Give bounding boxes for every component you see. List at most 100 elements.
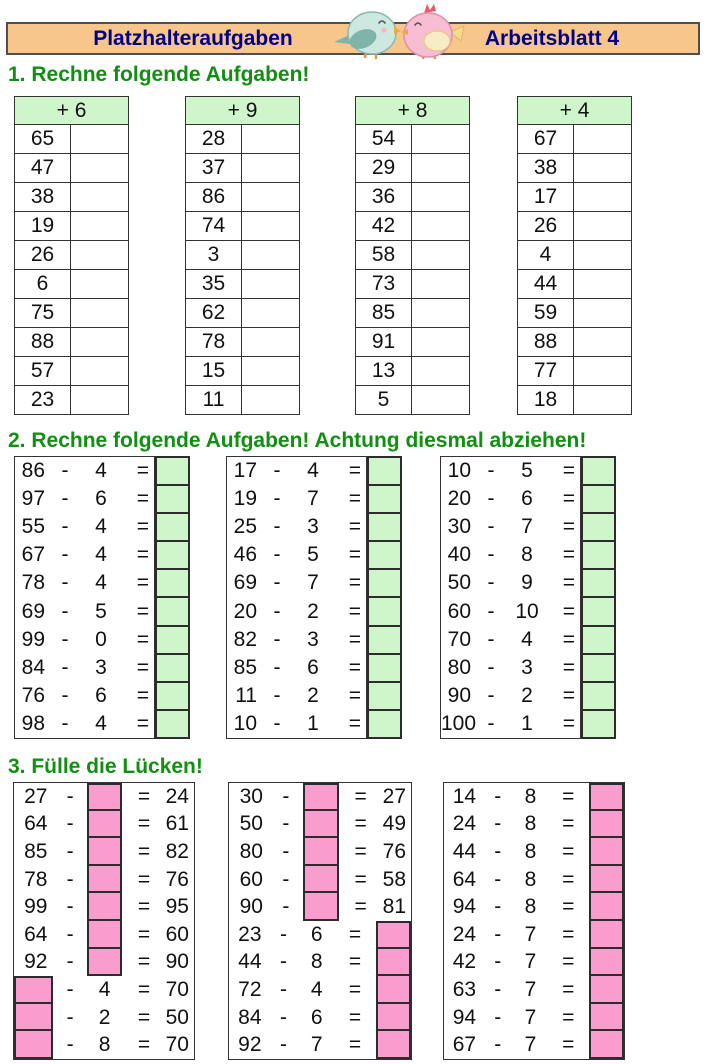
gap-cell[interactable] (589, 920, 624, 949)
answer-cell[interactable] (155, 486, 190, 515)
gap-cell[interactable] (86, 838, 123, 866)
gap-cell[interactable] (589, 1031, 624, 1059)
answer-cell[interactable] (71, 328, 128, 356)
gap-cell[interactable] (302, 838, 339, 866)
answer-cell[interactable] (574, 154, 631, 182)
answer-cell[interactable] (412, 125, 469, 153)
answer-cell[interactable] (412, 270, 469, 298)
answer-cell[interactable] (574, 328, 631, 356)
gap-cell[interactable] (14, 1003, 54, 1032)
answer-cell[interactable] (574, 270, 631, 298)
gap-cell[interactable] (86, 865, 123, 894)
gap-cell[interactable] (86, 920, 123, 949)
answer-cell[interactable] (574, 241, 631, 269)
gap-cell[interactable] (589, 948, 624, 977)
answer-cell[interactable] (242, 212, 299, 240)
gap-cell[interactable] (14, 976, 54, 1004)
answer-cell[interactable] (155, 456, 190, 487)
answer-cell[interactable] (412, 212, 469, 240)
gap-cell[interactable] (589, 865, 624, 894)
gap-cell[interactable] (302, 893, 339, 921)
answer-cell[interactable] (367, 598, 402, 627)
gap-cell[interactable] (86, 783, 123, 811)
gap-cell[interactable] (376, 976, 411, 1004)
gap-cell[interactable] (302, 783, 339, 811)
gap-cell[interactable] (589, 783, 624, 811)
answer-cell[interactable] (412, 241, 469, 269)
gap-cell[interactable] (589, 976, 624, 1004)
gap-cell[interactable] (376, 920, 411, 949)
answer-cell[interactable] (155, 626, 190, 655)
gap-cell[interactable] (376, 1003, 411, 1032)
answer-cell[interactable] (574, 212, 631, 240)
answer-cell[interactable] (412, 357, 469, 385)
gap-cell[interactable] (86, 893, 123, 921)
answer-cell[interactable] (242, 270, 299, 298)
answer-cell[interactable] (242, 154, 299, 182)
answer-cell[interactable] (71, 212, 128, 240)
answer-cell[interactable] (412, 328, 469, 356)
answer-cell[interactable] (581, 682, 616, 711)
answer-cell[interactable] (242, 183, 299, 211)
answer-cell[interactable] (412, 386, 469, 414)
answer-cell[interactable] (155, 598, 190, 627)
gap-cell[interactable] (302, 810, 339, 839)
answer-cell[interactable] (367, 514, 402, 543)
answer-cell[interactable] (581, 710, 616, 739)
answer-cell[interactable] (242, 328, 299, 356)
gap-cell[interactable] (86, 810, 123, 839)
answer-cell[interactable] (71, 299, 128, 327)
answer-cell[interactable] (581, 598, 616, 627)
answer-cell[interactable] (155, 710, 190, 739)
answer-cell[interactable] (155, 570, 190, 599)
answer-cell[interactable] (412, 154, 469, 182)
answer-cell[interactable] (71, 386, 128, 414)
answer-cell[interactable] (412, 183, 469, 211)
answer-cell[interactable] (155, 654, 190, 683)
answer-cell[interactable] (581, 542, 616, 571)
gap-cell[interactable] (589, 1003, 624, 1032)
gap-cell[interactable] (589, 838, 624, 866)
gap-cell[interactable] (14, 1031, 54, 1059)
answer-cell[interactable] (581, 626, 616, 655)
answer-cell[interactable] (574, 386, 631, 414)
answer-cell[interactable] (581, 570, 616, 599)
answer-cell[interactable] (71, 357, 128, 385)
answer-cell[interactable] (242, 357, 299, 385)
answer-cell[interactable] (574, 183, 631, 211)
answer-cell[interactable] (155, 514, 190, 543)
answer-cell[interactable] (242, 299, 299, 327)
answer-cell[interactable] (574, 125, 631, 153)
answer-cell[interactable] (155, 682, 190, 711)
answer-cell[interactable] (367, 570, 402, 599)
answer-cell[interactable] (581, 514, 616, 543)
answer-cell[interactable] (71, 270, 128, 298)
answer-cell[interactable] (367, 542, 402, 571)
gap-cell[interactable] (589, 893, 624, 921)
answer-cell[interactable] (581, 456, 616, 487)
answer-cell[interactable] (242, 241, 299, 269)
answer-cell[interactable] (581, 654, 616, 683)
answer-cell[interactable] (367, 654, 402, 683)
answer-cell[interactable] (71, 183, 128, 211)
gap-cell[interactable] (86, 948, 123, 977)
answer-cell[interactable] (412, 299, 469, 327)
answer-cell[interactable] (242, 125, 299, 153)
answer-cell[interactable] (367, 456, 402, 487)
gap-cell[interactable] (376, 1031, 411, 1059)
gap-cell[interactable] (589, 810, 624, 839)
answer-cell[interactable] (71, 241, 128, 269)
answer-cell[interactable] (155, 542, 190, 571)
answer-cell[interactable] (242, 386, 299, 414)
answer-cell[interactable] (71, 125, 128, 153)
gap-cell[interactable] (376, 948, 411, 977)
answer-cell[interactable] (581, 486, 616, 515)
answer-cell[interactable] (367, 710, 402, 739)
answer-cell[interactable] (367, 626, 402, 655)
gap-cell[interactable] (302, 865, 339, 894)
answer-cell[interactable] (367, 682, 402, 711)
answer-cell[interactable] (574, 299, 631, 327)
answer-cell[interactable] (71, 154, 128, 182)
answer-cell[interactable] (367, 486, 402, 515)
answer-cell[interactable] (574, 357, 631, 385)
